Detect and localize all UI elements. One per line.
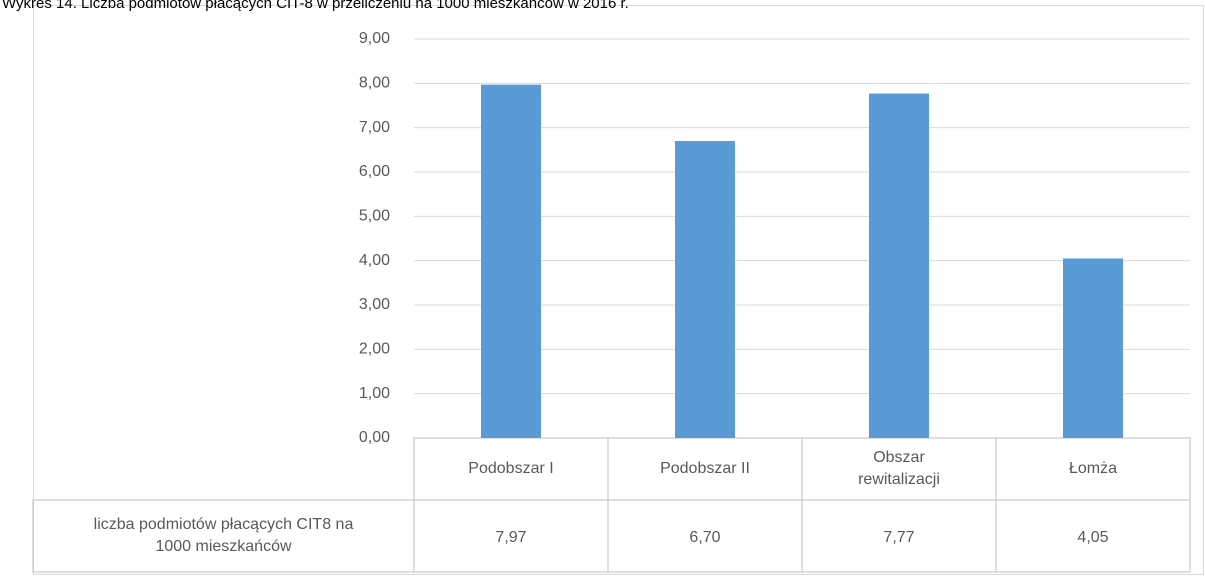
x-tick-label: Podobszar II [660, 460, 750, 477]
x-tick-label: Podobszar I [468, 460, 553, 477]
y-tick-label: 3,00 [359, 296, 390, 313]
y-tick-label: 9,00 [359, 30, 390, 47]
y-tick-label: 0,00 [359, 429, 390, 446]
y-tick-label: 2,00 [359, 341, 390, 358]
bar [1063, 258, 1123, 438]
x-tick-label: Łomża [1069, 460, 1117, 477]
y-tick-label: 8,00 [359, 75, 390, 92]
data-table-value: 4,05 [1077, 529, 1108, 546]
data-table-value: 7,77 [883, 529, 914, 546]
data-table-value: 6,70 [689, 529, 720, 546]
legend-label: liczba podmiotów płacących CIT8 na 1000 m… [94, 516, 354, 555]
x-tick-label: Obszar rewitalizacji [858, 449, 940, 488]
y-tick-label: 7,00 [359, 119, 390, 136]
y-tick-label: 5,00 [359, 208, 390, 225]
bar [675, 140, 735, 438]
data-table-value: 7,97 [495, 529, 526, 546]
chart-frame [33, 5, 1204, 575]
y-tick-label: 6,00 [359, 163, 390, 180]
table-label-cell [32, 499, 415, 573]
y-tick-label: 4,00 [359, 252, 390, 269]
bar [481, 84, 541, 438]
chart-title: Wykres 14. Liczba podmiotów płacących CI… [2, 0, 629, 12]
bar [869, 93, 929, 438]
y-tick-label: 1,00 [359, 385, 390, 402]
